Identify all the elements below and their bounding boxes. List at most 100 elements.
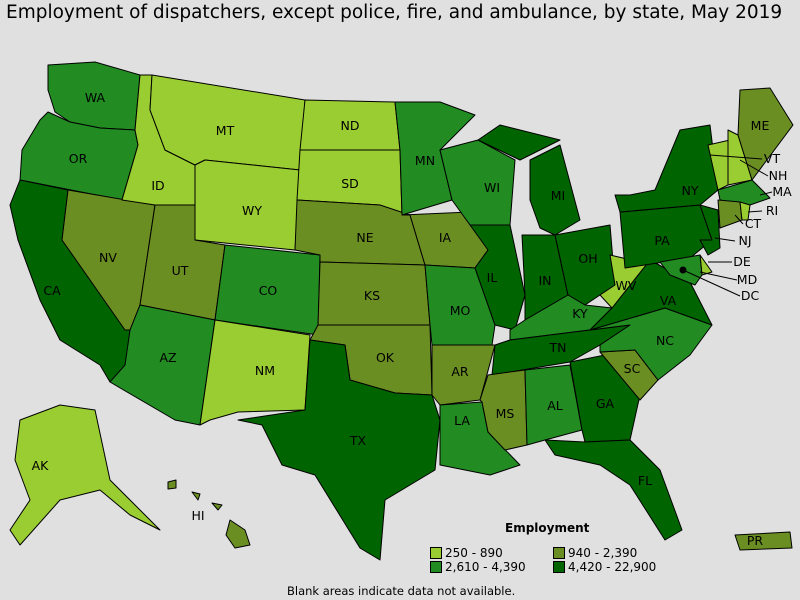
legend-item: 250 - 890 [430,546,503,560]
state-hi[interactable] [167,479,251,549]
state-fl[interactable] [544,439,683,541]
state-label-pr: PR [747,533,764,548]
state-shape[interactable] [717,179,771,206]
state-shape[interactable] [524,364,583,446]
state-label-al: AL [547,398,563,413]
state-label-ok: OK [376,350,395,365]
state-label-hi: HI [191,508,204,523]
state-label-sd: SD [341,176,359,191]
state-label-ky: KY [572,306,588,321]
state-label-nd: ND [341,118,360,133]
state-me[interactable] [737,87,794,181]
state-label-nj: NJ [738,233,751,248]
state-label-ks: KS [364,288,380,303]
leader-line [709,154,763,160]
state-ma[interactable] [717,179,771,206]
state-label-mo: MO [450,303,471,318]
state-shape[interactable] [194,159,301,251]
state-shape[interactable] [737,87,794,181]
state-label-me: ME [751,118,770,133]
legend-title: Employment [505,521,590,535]
note-text: Blank areas indicate data not available. [287,584,516,598]
state-shape[interactable] [167,479,177,490]
state-shape[interactable] [469,224,526,331]
state-shape[interactable] [199,319,311,426]
state-label-tx: TX [349,433,367,448]
leader-line [759,191,773,196]
state-label-tn: TN [549,340,567,355]
state-ar[interactable] [431,344,496,406]
state-ak[interactable] [9,404,161,546]
state-label-dc: DC [741,288,760,303]
state-label-nh: NH [769,168,788,183]
state-label-ny: NY [682,183,699,198]
state-label-fl: FL [638,473,652,488]
state-shape[interactable] [614,124,719,213]
state-ct[interactable] [717,199,743,229]
state-ri[interactable] [739,201,751,221]
state-label-mn: MN [415,153,435,168]
state-label-oh: OH [578,251,597,266]
legend-label: 2,610 - 4,390 [445,560,526,574]
leader-line [734,214,744,225]
legend-swatch [430,561,442,573]
state-shape[interactable] [739,201,751,221]
state-shape[interactable] [225,519,251,549]
state-label-mi: MI [551,188,565,203]
state-label-vt: VT [764,151,781,166]
leader-line [747,210,763,213]
leader-line [682,269,741,297]
state-label-ms: MS [496,406,515,421]
state-shape[interactable] [431,344,496,406]
state-label-ne: NE [356,230,373,245]
state-il[interactable] [469,224,526,331]
state-label-va: VA [660,293,677,308]
state-label-or: OR [69,151,88,166]
state-label-ga: GA [596,396,615,411]
state-shape[interactable] [717,199,743,229]
state-al[interactable] [524,364,583,446]
state-label-in: IN [538,273,551,288]
leader-line [699,271,738,281]
leader-line [714,237,736,242]
state-label-ar: AR [451,364,469,379]
state-tx[interactable] [237,339,441,561]
legend-label: 4,420 - 22,900 [568,560,657,574]
state-ny[interactable] [614,124,719,213]
state-nm[interactable] [199,319,311,426]
state-shape[interactable] [734,531,793,551]
state-shape[interactable] [544,439,683,541]
state-label-wv: WV [616,278,637,293]
state-shape[interactable] [699,204,721,256]
state-label-az: AZ [159,350,176,365]
legend-label: 250 - 890 [445,546,503,560]
state-label-wi: WI [484,180,500,195]
state-shape[interactable] [237,339,441,561]
state-nj[interactable] [699,204,721,256]
state-shape[interactable] [211,502,223,511]
state-label-ct: CT [745,216,762,231]
state-shape[interactable] [479,369,528,451]
state-label-md: MD [737,272,757,287]
state-label-sc: SC [624,361,641,376]
state-label-ca: CA [43,283,61,298]
state-shape[interactable] [191,491,201,501]
state-ms[interactable] [479,369,528,451]
state-label-mt: MT [216,123,235,138]
legend-item: 4,420 - 22,900 [553,560,656,574]
state-label-ri: RI [766,203,778,218]
state-shape[interactable] [477,124,561,161]
state-shape[interactable] [9,404,161,546]
state-pr[interactable] [734,531,793,551]
state-label-nm: NM [255,363,275,378]
legend-swatch [553,561,565,573]
state-label-ut: UT [172,263,189,278]
state-label-wy: WY [242,203,262,218]
state-label-ak: AK [32,458,50,473]
legend-swatch [553,547,565,559]
state-wy[interactable] [194,159,301,251]
state-label-de: DE [733,254,751,269]
state-label-co: CO [259,283,278,298]
